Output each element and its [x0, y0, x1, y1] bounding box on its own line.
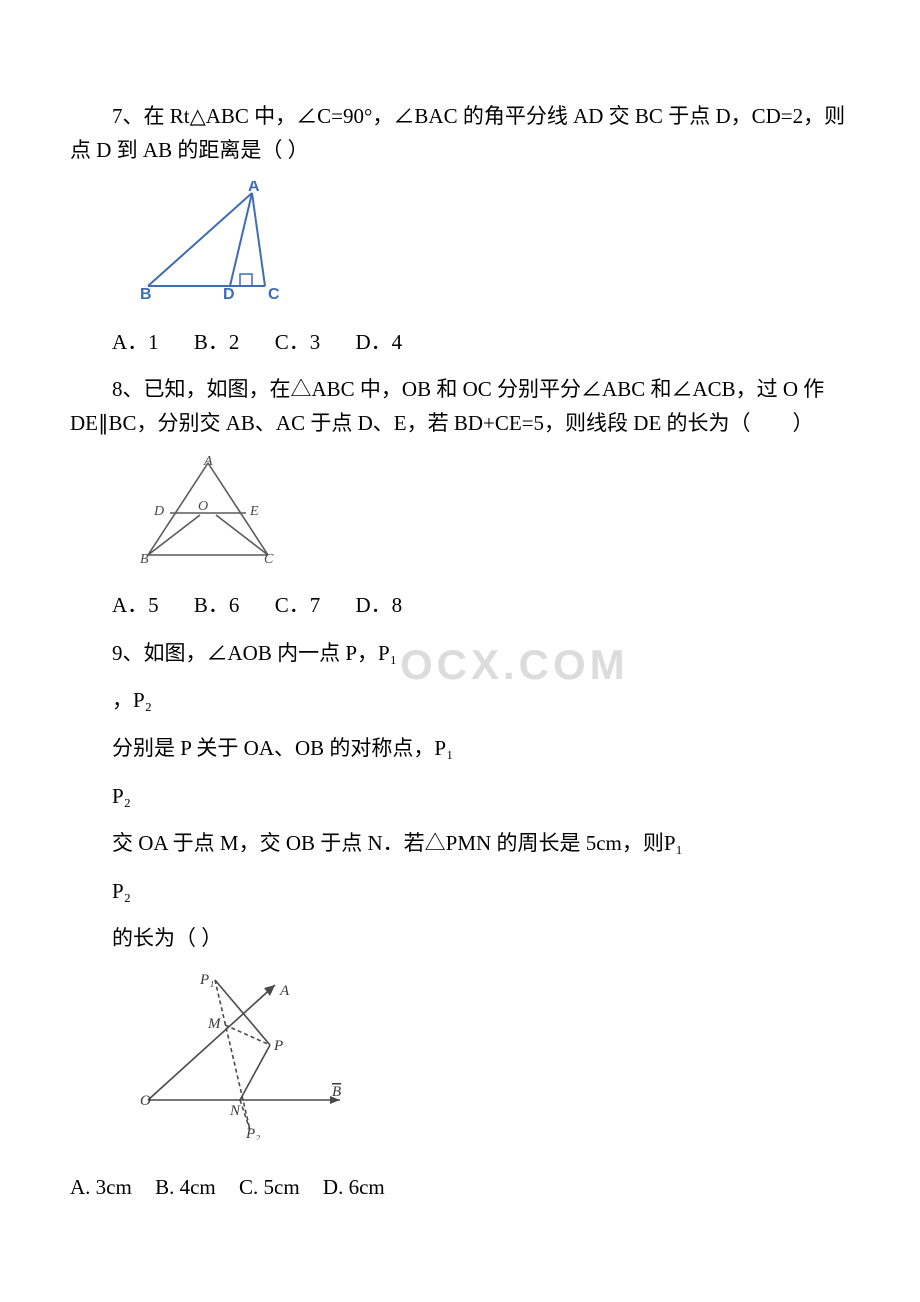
q9-p1-b: P₁: [434, 736, 453, 760]
q7-opt-c: C．3: [275, 330, 321, 354]
q7-label-D: D: [223, 286, 235, 301]
q9-label-P1: P₁: [199, 972, 214, 988]
q7-label-A: A: [248, 181, 260, 195]
q7-opt-b: B．2: [194, 330, 240, 354]
q8-label-C: C: [264, 552, 274, 565]
q9-line1: 9、如图，∠AOB 内一点 P，P₁: [70, 637, 850, 671]
q9-p2-c: P₂: [70, 875, 850, 909]
q9-comma: ，: [112, 688, 133, 712]
q9-label-B: B: [332, 1084, 341, 1100]
q9-opt-a: A. 3cm: [70, 1175, 132, 1199]
q9-label-A: A: [279, 983, 290, 999]
q9-line4: 的长为（ ）: [70, 922, 850, 956]
q9-line1-text: 9、如图，∠AOB 内一点 P，: [112, 641, 378, 665]
q8-opt-a: A．5: [112, 593, 159, 617]
q9-label-O: O: [140, 1093, 151, 1109]
q8-label-D: D: [153, 504, 164, 519]
q9-label-N: N: [229, 1103, 241, 1119]
q8-opt-c: C．7: [275, 593, 321, 617]
q8-label-A: A: [203, 455, 213, 469]
q9-label-M: M: [207, 1016, 222, 1032]
q9-p1-a: P₁: [378, 641, 397, 665]
q8-opt-d: D．8: [355, 593, 402, 617]
q9-line2: 分别是 P 关于 OA、OB 的对称点，P₁: [70, 732, 850, 766]
q9-label-P: P: [273, 1038, 283, 1054]
q9-figure: O A B M N P P₁ P₂: [140, 970, 850, 1151]
q8-text: 8、已知，如图，在△ABC 中，OB 和 OC 分别平分∠ABC 和∠ACB，过…: [70, 373, 850, 440]
q7-figure: A B C D: [140, 181, 850, 312]
q7-opt-d: D．4: [355, 330, 402, 354]
q9-options: A. 3cm B. 4cm C. 5cm D. 6cm: [70, 1171, 850, 1205]
q7-text: 7、在 Rt△ABC 中，∠C=90°，∠BAC 的角平分线 AD 交 BC 于…: [70, 100, 850, 167]
q9-opt-d: D. 6cm: [323, 1175, 385, 1199]
q7-label-B: B: [140, 286, 152, 301]
q9-opt-b: B. 4cm: [155, 1175, 216, 1199]
q7-opt-a: A．1: [112, 330, 159, 354]
q9-p1-c: P₁: [664, 831, 683, 855]
q8-label-E: E: [249, 504, 259, 519]
q9-line3: 交 OA 于点 M，交 OB 于点 N．若△PMN 的周长是 5cm，则P₁: [70, 827, 850, 861]
q9-line3-text: 交 OA 于点 M，交 OB 于点 N．若△PMN 的周长是 5cm，则: [112, 831, 664, 855]
q9-p2-a: P₂: [133, 688, 152, 712]
q9-p2-b: P₂: [70, 780, 850, 814]
q8-figure: A B C D E O: [140, 455, 850, 576]
q9-label-P2: P₂: [245, 1126, 260, 1140]
q7-options: A．1 B．2 C．3 D．4: [70, 326, 850, 360]
q8-label-O: O: [198, 499, 208, 514]
q9-opt-c: C. 5cm: [239, 1175, 300, 1199]
q9-line2-text: 分别是 P 关于 OA、OB 的对称点，: [112, 736, 434, 760]
q9-comma-p2: ，P₂: [70, 684, 850, 718]
q8-options: A．5 B．6 C．7 D．8: [70, 589, 850, 623]
q8-label-B: B: [140, 552, 149, 565]
q7-label-C: C: [268, 286, 280, 301]
q8-opt-b: B．6: [194, 593, 240, 617]
